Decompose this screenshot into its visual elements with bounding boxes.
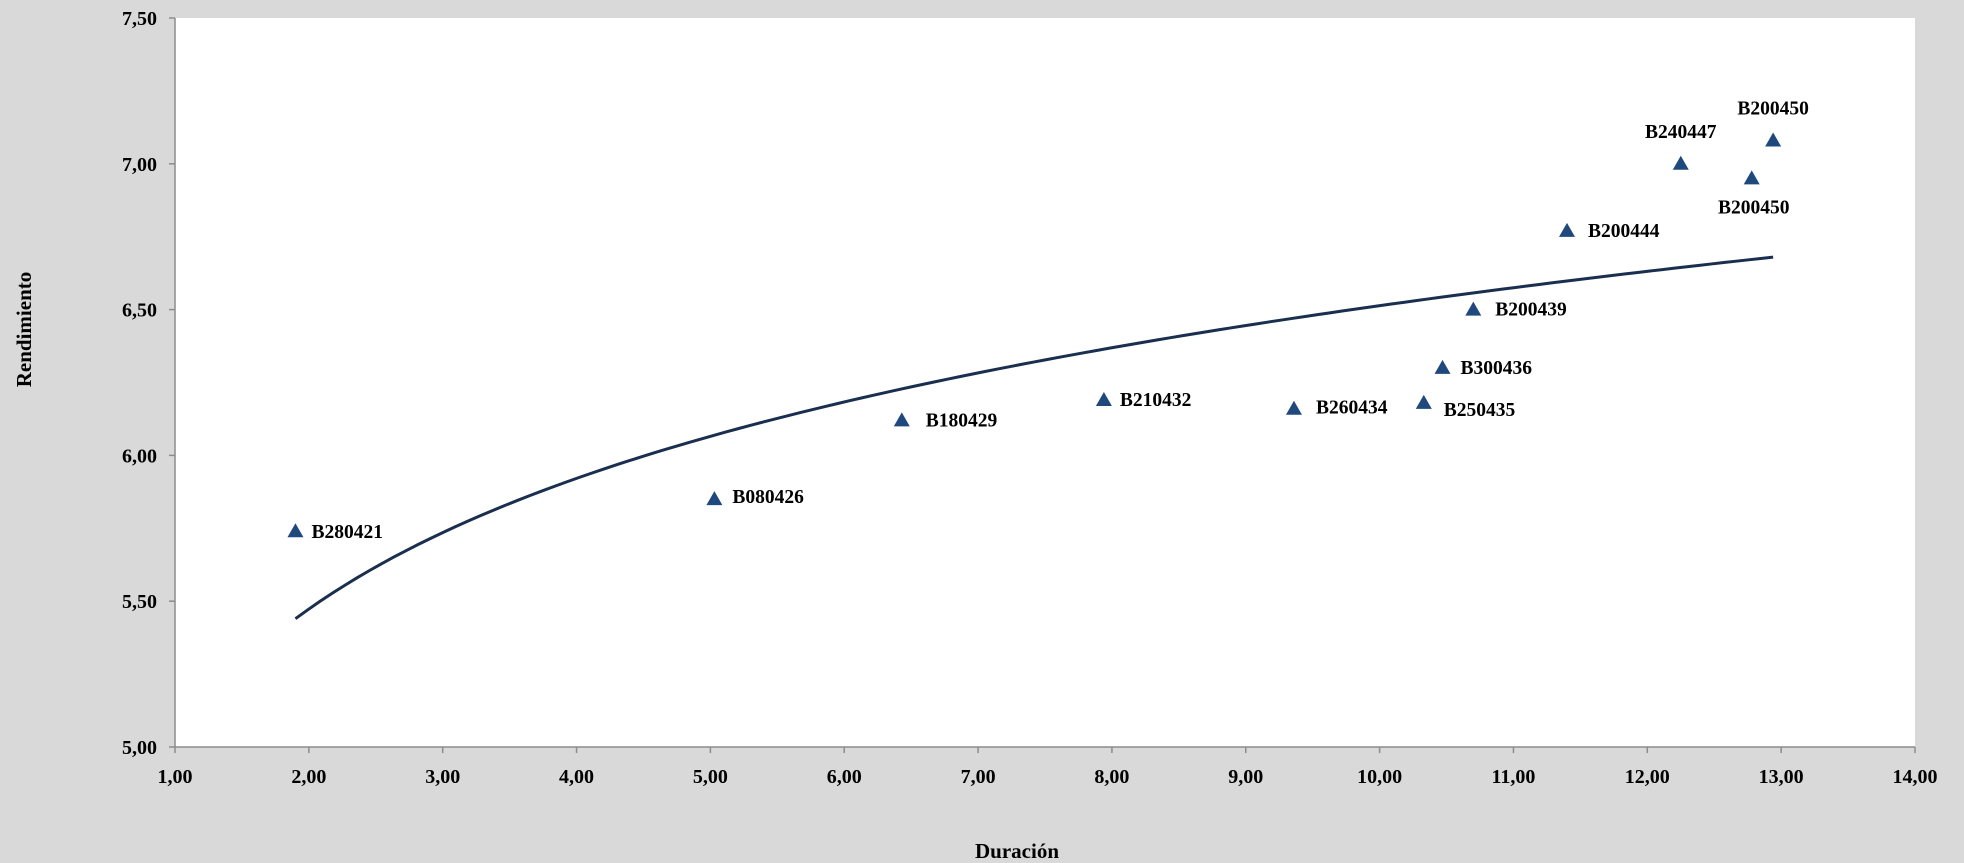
data-point-marker xyxy=(1434,359,1451,374)
data-point-marker xyxy=(1743,170,1760,185)
x-tick-label: 4,00 xyxy=(559,766,594,788)
data-point-label: B180429 xyxy=(926,410,998,431)
y-tick-label: 6,50 xyxy=(122,300,157,322)
data-points xyxy=(287,132,1782,538)
axes: 1,00 2,00 3,00 4,00 5,00 6,00 7,00 8,00 9,00 10,0… xyxy=(122,8,1938,788)
data-point-label: B200450 xyxy=(1737,98,1809,119)
x-axis-title: Duración xyxy=(975,839,1059,863)
y-axis-title: Rendimiento xyxy=(12,272,36,388)
x-tick-label: 9,00 xyxy=(1228,766,1263,788)
x-tick-label: 6,00 xyxy=(827,766,862,788)
x-tick-label: 8,00 xyxy=(1094,766,1129,788)
data-point-label: B200444 xyxy=(1588,221,1660,242)
x-tick-label: 10,00 xyxy=(1357,766,1402,788)
y-tick-label: 5,50 xyxy=(122,591,157,613)
x-tick-label: 2,00 xyxy=(291,766,326,788)
data-point-marker xyxy=(1559,222,1575,237)
y-tick-label: 7,50 xyxy=(122,8,157,30)
data-point-label: B080426 xyxy=(732,487,804,508)
data-point-marker xyxy=(1095,391,1112,406)
data-point-marker xyxy=(1285,400,1302,415)
data-point-label: B200450 xyxy=(1718,197,1790,218)
trendline-group xyxy=(294,255,1774,620)
x-tick-label: 13,00 xyxy=(1759,766,1804,788)
x-tick-label: 1,00 xyxy=(158,766,193,788)
y-tick-label: 5,00 xyxy=(122,737,157,759)
data-point-marker xyxy=(1765,132,1782,147)
data-point-label: B250435 xyxy=(1444,400,1516,421)
data-point-label: B240447 xyxy=(1645,122,1717,143)
point-labels: B280421 B080426 B180429 B210432 B260434 B2504… xyxy=(311,98,1808,543)
x-tick-label: 11,00 xyxy=(1492,766,1536,788)
x-tick-label: 3,00 xyxy=(425,766,460,788)
x-tick-label: 14,00 xyxy=(1893,766,1938,788)
data-point-label: B280421 xyxy=(311,522,383,543)
data-point-label: B210432 xyxy=(1120,390,1192,411)
data-point-marker xyxy=(893,412,910,427)
x-tick-label: 12,00 xyxy=(1625,766,1670,788)
data-point-label: B260434 xyxy=(1316,398,1388,419)
data-point-label: B200439 xyxy=(1495,300,1567,321)
plot-area xyxy=(175,18,1915,747)
data-point-label: B300436 xyxy=(1461,358,1533,379)
y-tick-label: 7,00 xyxy=(122,154,157,176)
x-tick-label: 5,00 xyxy=(693,766,728,788)
data-point-marker xyxy=(1465,301,1482,316)
trendline xyxy=(294,255,1774,620)
y-tick-label: 6,00 xyxy=(122,445,157,467)
data-point-marker xyxy=(706,491,723,506)
x-tick-label: 7,00 xyxy=(961,766,996,788)
data-point-marker xyxy=(1672,155,1689,170)
data-point-marker xyxy=(287,523,304,538)
data-point-marker xyxy=(1415,394,1432,409)
